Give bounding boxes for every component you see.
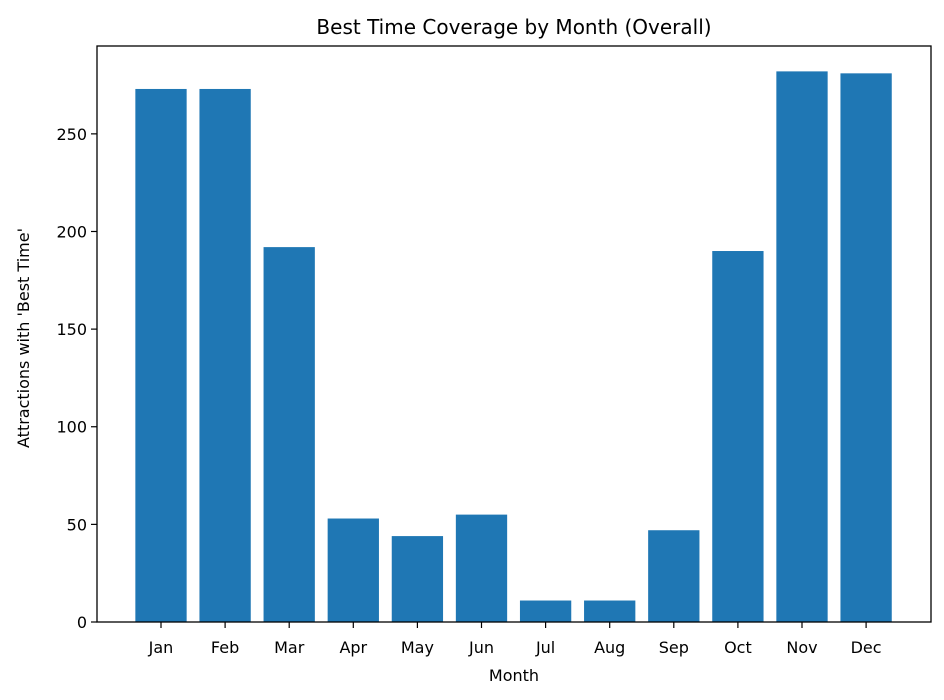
y-axis-ticks: 0 50 100 150 200 250: [56, 125, 97, 632]
x-tick-label-nov: Nov: [786, 638, 817, 657]
x-tick-label-dec: Dec: [851, 638, 882, 657]
x-tick-label-jul: Jul: [535, 638, 555, 657]
y-tick-label-250: 250: [56, 125, 87, 144]
x-tick-label-jan: Jan: [148, 638, 174, 657]
bar-feb: [199, 88, 251, 622]
x-tick-label-feb: Feb: [211, 638, 239, 657]
chart-title: Best Time Coverage by Month (Overall): [316, 15, 711, 39]
y-tick-label-0: 0: [77, 613, 87, 632]
plot-frame: [96, 45, 932, 623]
bar-dec: [840, 73, 892, 623]
x-tick-label-sep: Sep: [659, 638, 689, 657]
bar-aug: [584, 600, 636, 622]
bar-nov: [776, 71, 828, 622]
y-tick-label-100: 100: [56, 418, 87, 437]
bar-sep: [648, 530, 700, 622]
y-tick-label-50: 50: [67, 515, 87, 534]
x-tick-label-jun: Jun: [468, 638, 494, 657]
bar-apr: [327, 518, 379, 622]
x-tick-label-mar: Mar: [274, 638, 305, 657]
bar-jul: [519, 600, 572, 622]
y-axis-label: Attractions with 'Best Time': [14, 228, 33, 448]
x-axis-ticks: Jan Feb Mar Apr May Jun Jul Aug Sep Oct Nov Dec: [148, 622, 882, 657]
x-tick-label-apr: Apr: [339, 638, 367, 657]
x-tick-label-aug: Aug: [594, 638, 625, 657]
bar-may: [391, 536, 444, 622]
y-tick-label-150: 150: [56, 320, 87, 339]
bars-group: [135, 71, 892, 623]
y-tick-label-200: 200: [56, 222, 87, 241]
x-axis-label: Month: [489, 666, 539, 685]
bar-jun: [455, 514, 508, 622]
bar-jan: [135, 88, 187, 622]
x-tick-label-may: May: [401, 638, 434, 657]
bar-mar: [263, 247, 315, 623]
x-tick-label-oct: Oct: [724, 638, 752, 657]
bar-oct: [712, 251, 764, 622]
